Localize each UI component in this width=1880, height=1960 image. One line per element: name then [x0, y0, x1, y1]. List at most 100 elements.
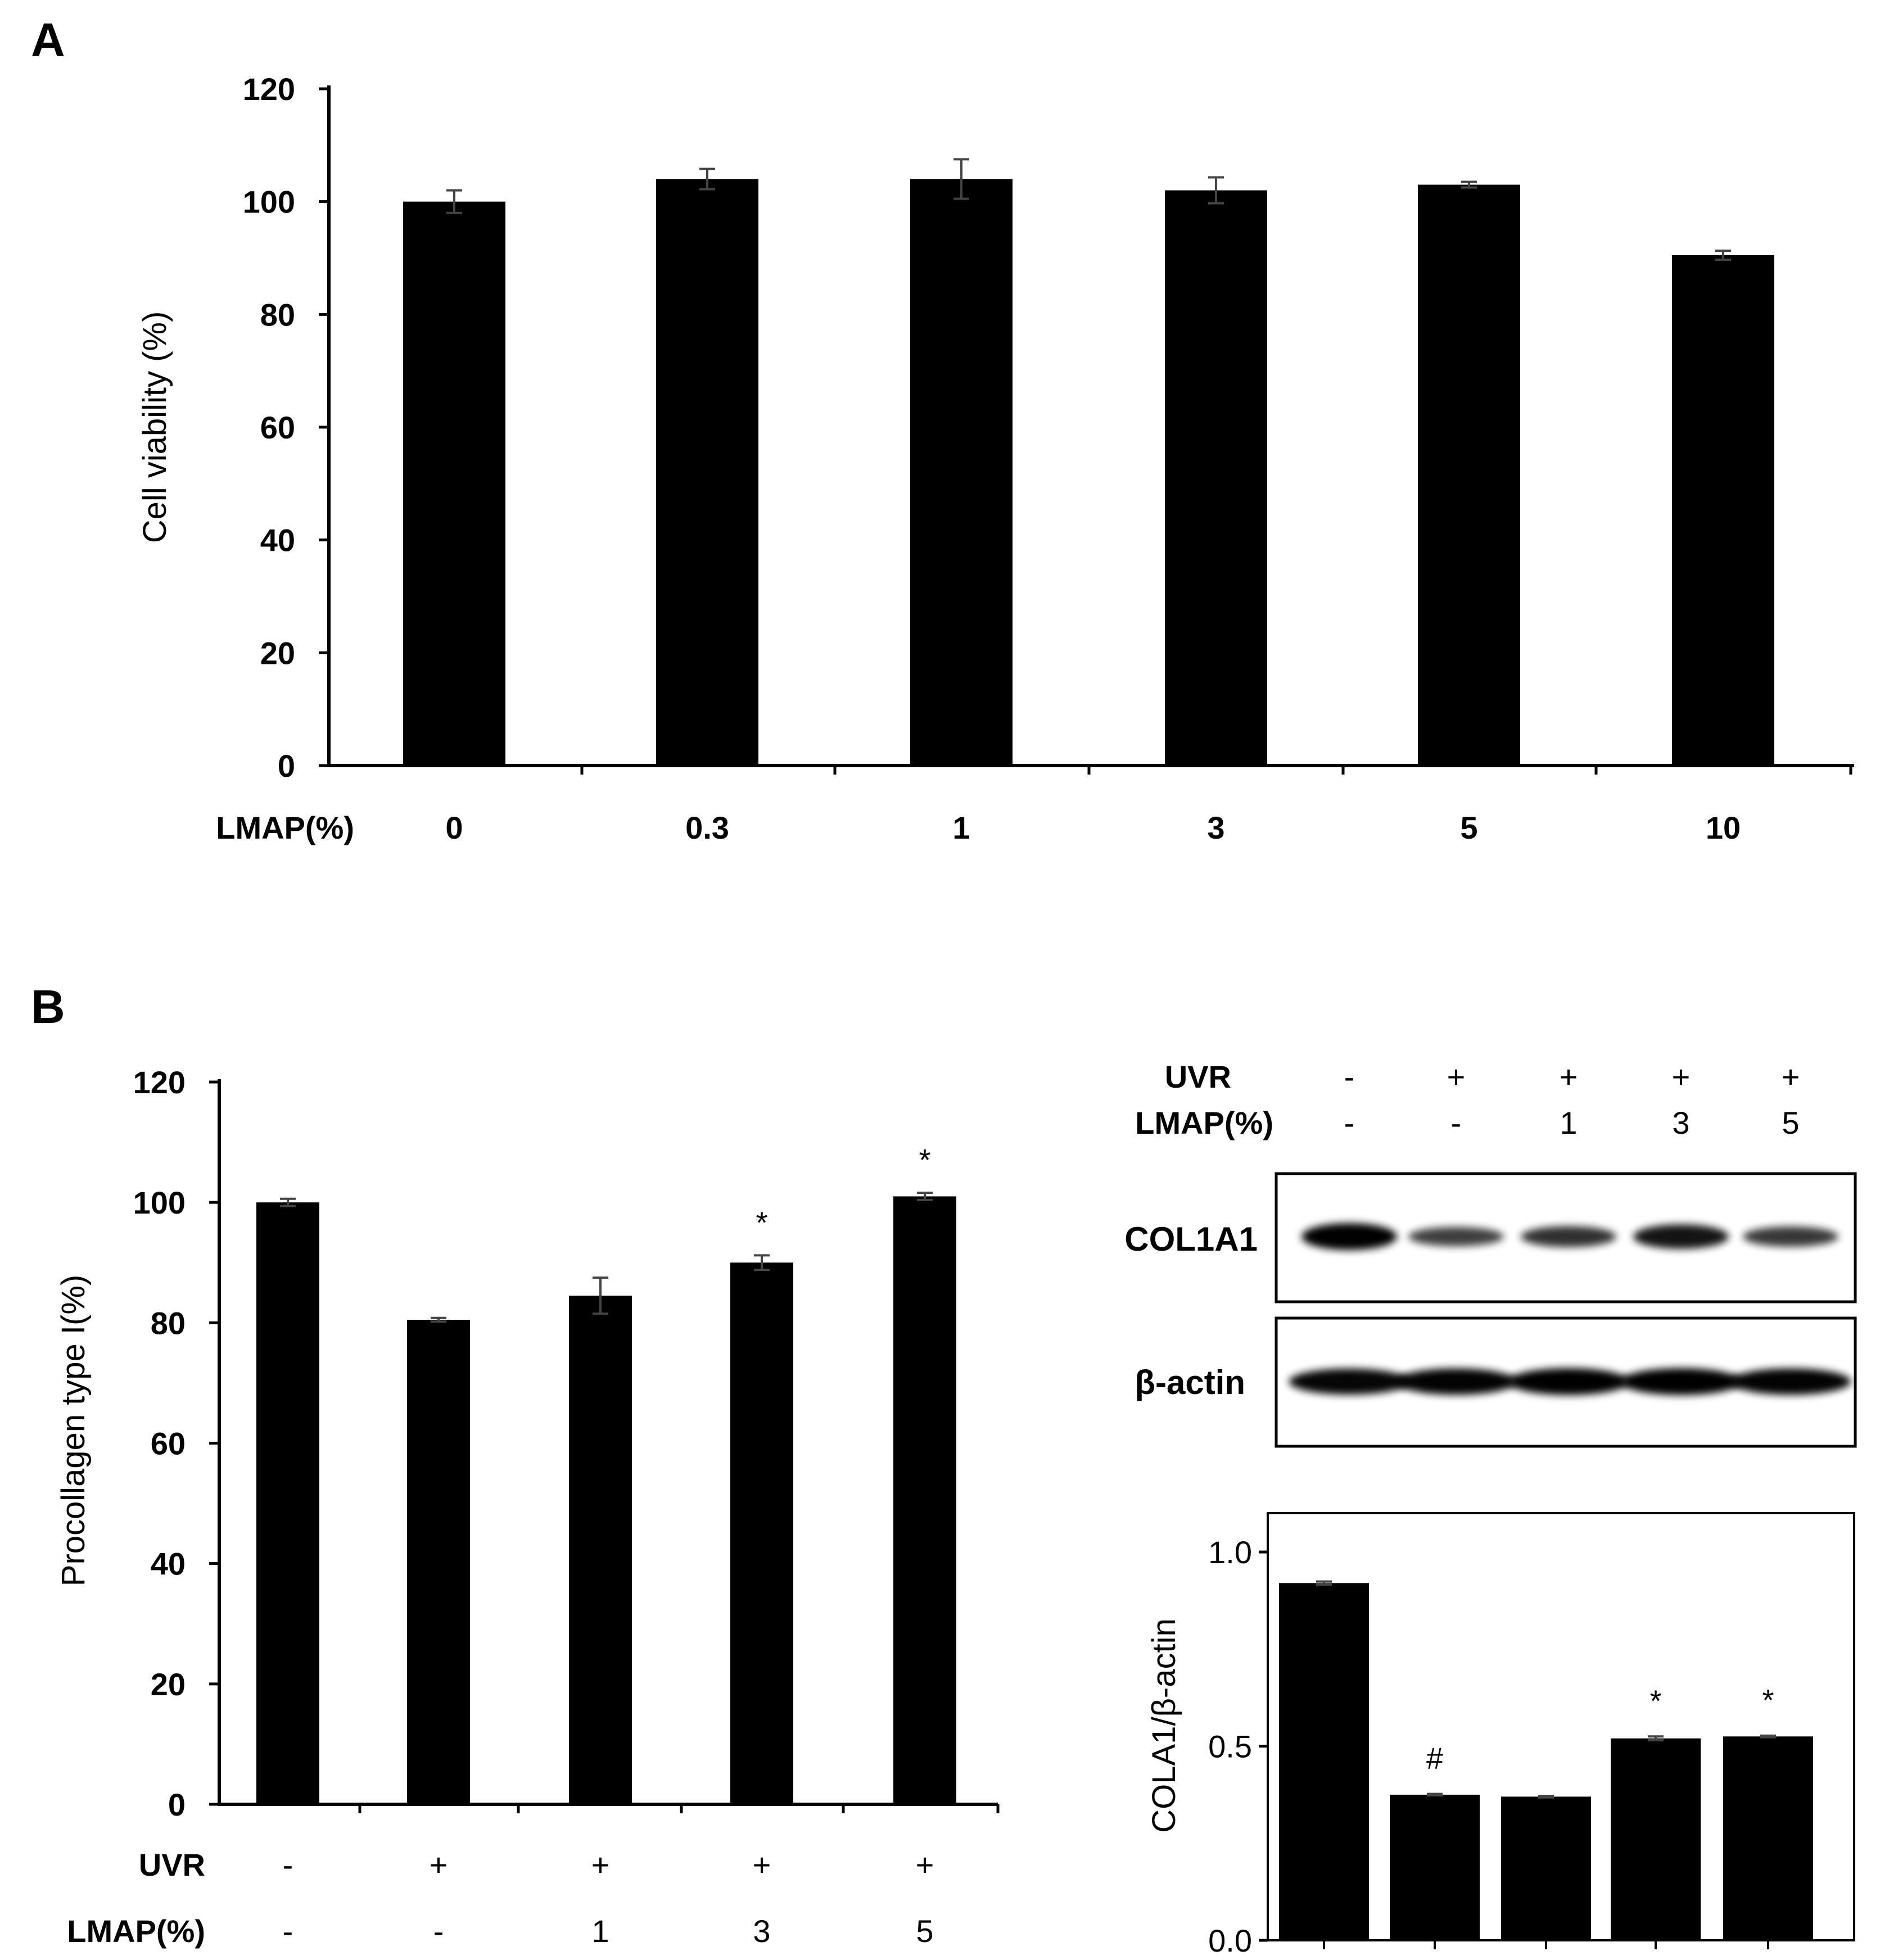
chart-b-right-y-ticks: 0.0 0.5 1.0 — [1208, 1534, 1268, 1958]
y-tick-label-40: 40 — [260, 523, 295, 558]
bar-1 — [656, 179, 758, 766]
y-tick-label-120: 120 — [133, 1065, 186, 1100]
chart-b-left-lmap-row-label: LMAP(%) — [67, 1913, 205, 1949]
blot-condition-labels: - + + + + - - 1 3 5 — [1344, 1059, 1800, 1140]
bar-2 — [1501, 1796, 1591, 1940]
blot-lmap-label-1: - — [1451, 1105, 1462, 1140]
blot-band-1-lane-0 — [1289, 1368, 1410, 1395]
y-tick-label-0.5: 0.5 — [1208, 1729, 1252, 1764]
blot-band-1-lane-1 — [1395, 1368, 1517, 1395]
category-label-5: 10 — [1706, 810, 1741, 845]
blot-band-0-lane-1 — [1408, 1226, 1504, 1247]
blot-lmap-row-label: LMAP(%) — [1135, 1105, 1273, 1140]
bar-1 — [407, 1319, 470, 1804]
blot-band-1-lane-4 — [1730, 1368, 1851, 1395]
blot-uvr-row-label: UVR — [1165, 1059, 1231, 1094]
bar-2 — [910, 179, 1013, 766]
significance-mark-1: # — [1426, 1742, 1443, 1776]
category-label-2: 1 — [952, 810, 970, 845]
category-label-4: 5 — [1460, 810, 1477, 845]
chart-b-left-condition-labels: - + + + + - - 1 3 5 — [283, 1847, 934, 1949]
significance-mark-4: * — [919, 1143, 930, 1177]
category-label-1: 0.3 — [685, 810, 729, 845]
blot-band-1-lane-2 — [1508, 1368, 1629, 1395]
blot-band-0-lane-4 — [1743, 1226, 1838, 1247]
bar-4 — [893, 1196, 956, 1804]
uvr-label-1: + — [430, 1847, 448, 1882]
chart-a-x-ticks — [580, 766, 1852, 775]
chart-b-cola1-ratio: 0.0 0.5 1.0 # * * COLA1/β-actin — [1146, 1512, 1855, 1958]
blot-lmap-label-4: 5 — [1782, 1105, 1799, 1140]
chart-b-left-y-axis-label: Procollagen type I(%) — [55, 1275, 92, 1586]
blot-band-0-lane-3 — [1633, 1224, 1729, 1249]
bar-2 — [569, 1296, 632, 1804]
blot-lmap-label-3: 3 — [1672, 1105, 1689, 1140]
chart-b-left-uvr-row-label: UVR — [139, 1847, 205, 1882]
y-tick-label-0: 0 — [168, 1787, 186, 1822]
chart-a-category-labels: 0 0.3 1 3 5 10 — [445, 810, 1741, 845]
y-tick-label-100: 100 — [243, 184, 295, 220]
blot-uvr-label-0: - — [1344, 1059, 1355, 1094]
category-label-3: 3 — [1207, 810, 1224, 845]
lmap-label-1: - — [433, 1913, 444, 1949]
y-tick-label-80: 80 — [151, 1305, 186, 1341]
bar-4 — [1723, 1736, 1813, 1940]
uvr-label-2: + — [591, 1847, 610, 1882]
western-blot: UVR LMAP(%) - + + + + - - 1 3 5 COL1A1 β-actin — [1124, 1059, 1857, 1448]
y-tick-label-0.0: 0.0 — [1208, 1923, 1252, 1958]
lmap-label-0: - — [283, 1913, 293, 1949]
y-tick-label-1.0: 1.0 — [1208, 1534, 1252, 1570]
chart-b-left-bars: ** — [256, 1143, 956, 1804]
bar-3 — [1165, 190, 1267, 766]
y-tick-label-60: 60 — [151, 1426, 186, 1461]
blot-uvr-label-4: + — [1782, 1059, 1800, 1094]
lmap-label-3: 3 — [753, 1913, 770, 1949]
bar-5 — [1672, 255, 1774, 766]
blot-lmap-label-0: - — [1344, 1105, 1355, 1140]
blot-lmap-label-2: 1 — [1560, 1105, 1577, 1140]
y-tick-label-80: 80 — [260, 297, 295, 332]
chart-b-right-y-axis-label: COLA1/β-actin — [1146, 1618, 1182, 1833]
significance-mark-4: * — [1762, 1683, 1774, 1717]
lmap-label-2: 1 — [591, 1913, 609, 1949]
y-tick-label-100: 100 — [133, 1185, 186, 1220]
chart-a-lmap-row-label: LMAP(%) — [216, 810, 354, 845]
chart-b-left-x-ticks — [358, 1804, 1000, 1813]
category-label-0: 0 — [445, 810, 463, 845]
significance-mark-3: * — [756, 1206, 767, 1239]
panel-b-letter: B — [31, 980, 65, 1033]
y-tick-label-20: 20 — [151, 1667, 186, 1702]
blot-actin-label: β-actin — [1135, 1364, 1245, 1401]
bar-0 — [256, 1202, 319, 1804]
panel-a-letter: A — [31, 13, 65, 66]
y-tick-label-0: 0 — [278, 748, 295, 784]
blot-band-0-lane-0 — [1301, 1223, 1397, 1250]
lmap-label-4: 5 — [916, 1913, 933, 1949]
bar-3 — [1611, 1738, 1701, 1940]
uvr-label-3: + — [753, 1847, 771, 1882]
blot-band-0-lane-2 — [1521, 1226, 1616, 1247]
blot-band-1-lane-3 — [1620, 1368, 1742, 1395]
chart-b-left-y-ticks: 0 20 40 60 80 100 120 — [133, 1065, 219, 1822]
chart-a-y-ticks: 0 20 40 60 80 100 120 — [243, 71, 329, 784]
bar-4 — [1418, 184, 1520, 766]
y-tick-label-40: 40 — [151, 1546, 186, 1582]
blot-uvr-label-3: + — [1672, 1059, 1691, 1094]
uvr-label-0: - — [283, 1847, 293, 1882]
chart-b-right-bars: # * * — [1279, 1580, 1813, 1940]
chart-a-y-axis-label: Cell viability (%) — [137, 311, 173, 544]
y-tick-label-20: 20 — [260, 635, 295, 671]
y-tick-label-60: 60 — [260, 410, 295, 445]
blot-col1a1-label: COL1A1 — [1124, 1220, 1258, 1258]
blot-uvr-label-1: + — [1447, 1059, 1466, 1094]
bar-0 — [403, 201, 505, 766]
bar-0 — [1279, 1583, 1369, 1940]
significance-mark-3: * — [1649, 1684, 1661, 1718]
blot-uvr-label-2: + — [1560, 1059, 1578, 1094]
chart-b-right-x-ticks — [1323, 1940, 1769, 1949]
chart-a-bars — [403, 158, 1774, 766]
uvr-label-4: + — [916, 1847, 934, 1882]
